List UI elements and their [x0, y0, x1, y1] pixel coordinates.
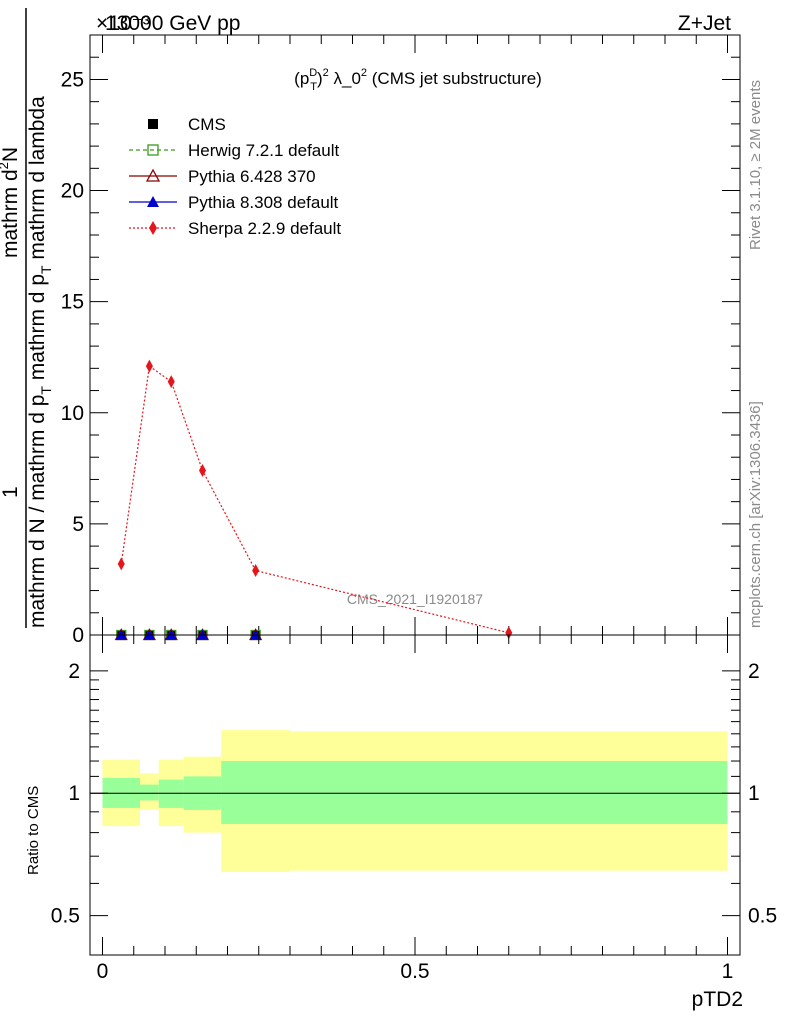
x-tick-label: 0 [97, 960, 109, 983]
y-tick-label: 0 [72, 624, 84, 647]
top-y-ticks: 0 5 10 15 20 25 [61, 34, 740, 647]
ratio-bands [90, 730, 740, 873]
legend-label: Pythia 6.428 370 [188, 167, 316, 186]
ratio-y-ticks: 0.5 0.5 1 1 2 2 [51, 660, 777, 928]
x-tick-label: 0.5 [400, 960, 429, 983]
ratio-band-inner [140, 784, 159, 801]
ratio-y-tick-label-left: 1 [68, 782, 80, 805]
y-tick-label: 20 [61, 180, 84, 203]
ratio-y-axis-label: Ratio to CMS [25, 786, 42, 875]
data-point [145, 359, 153, 373]
x-tick-label: 1 [722, 960, 734, 983]
legend-label: Sherpa 2.2.9 default [188, 219, 341, 238]
analysis-watermark: CMS_2021_I1920187 [347, 591, 483, 607]
data-point [117, 557, 125, 571]
y-axis-label-denominator: mathrm d N / mathrm d pT mathrm d pT mat… [26, 96, 54, 628]
rivet-label: Rivet 3.1.10, ≥ 2M events [747, 80, 764, 250]
legend-marker [147, 196, 159, 207]
ratio-y-tick-label-right: 2 [748, 660, 760, 683]
ratio-y-tick-label-left: 2 [68, 660, 80, 683]
ratio-band-inner [290, 761, 728, 825]
mcplots-label: mcplots.cern.ch [arXiv:1306.3436] [747, 401, 764, 628]
data-point [167, 375, 175, 389]
y-tick-label: 5 [72, 513, 84, 536]
y-axis-label: mathrm d N / mathrm d pT mathrm d pT mat… [0, 8, 54, 628]
ratio-band-inner [221, 761, 290, 825]
y-tick-label: 15 [61, 291, 84, 314]
ratio-y-tick-label-left: 0.5 [51, 905, 80, 928]
ratio-y-tick-label-right: 1 [748, 782, 760, 805]
legend-marker [145, 168, 161, 182]
ratio-band-inner [158, 779, 184, 808]
y-axis-label-numerator: mathrm d2N [0, 147, 22, 258]
data-point [252, 564, 260, 578]
legend: CMS Herwig 7.2.1 default Pythia 6.428 370 P… [129, 115, 341, 238]
process-label: Z+Jet [678, 12, 731, 35]
data-point [199, 464, 206, 478]
y-tick-label: 25 [61, 68, 84, 91]
legend-label: Pythia 8.308 default [188, 193, 339, 212]
exponent-label: ×10⁻³ [96, 12, 150, 35]
y-tick-label: 10 [61, 402, 84, 425]
legend-label: Herwig 7.2.1 default [188, 141, 339, 160]
sherpa-line [120, 365, 509, 634]
y-axis-label-top: 1 [0, 486, 22, 498]
data-point [505, 626, 513, 640]
legend-marker [147, 144, 159, 156]
ratio-y-tick-label-right: 0.5 [748, 905, 777, 928]
ratio-x-ticks: 0 0.5 1 [97, 635, 734, 983]
legend-marker [149, 221, 157, 235]
legend-label: CMS [188, 115, 226, 134]
energy-label: 13000 GeV pp [105, 12, 240, 35]
legend-marker [148, 119, 158, 129]
plot-title: (pD T)2 λ_02 (CMS jet substructure) [294, 67, 542, 93]
x-axis-label: pTD2 [692, 988, 743, 1011]
